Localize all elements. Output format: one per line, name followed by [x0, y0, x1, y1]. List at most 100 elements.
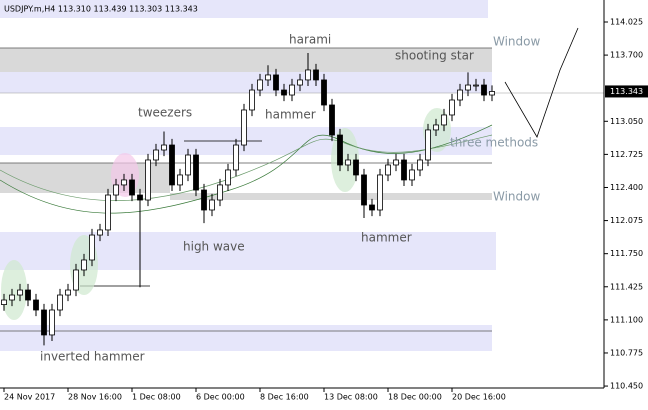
- zone: [0, 163, 170, 193]
- candle-body: [257, 79, 263, 91]
- candle-body: [153, 149, 159, 161]
- candle-body: [321, 79, 327, 106]
- candle-body: [233, 144, 239, 171]
- candle-body: [41, 309, 47, 336]
- projection: [504, 27, 579, 138]
- candle-body: [121, 179, 127, 186]
- y-tick-label: 111.100: [610, 315, 643, 324]
- annotation: tweezers: [138, 106, 192, 120]
- candle-body: [49, 309, 55, 336]
- y-tick-label: 111.750: [610, 249, 643, 258]
- candle-body: [481, 84, 487, 96]
- candle-body: [417, 159, 423, 171]
- zone: [0, 325, 492, 351]
- annotation: hammer: [265, 108, 316, 122]
- candle-body: [89, 234, 95, 261]
- candle-body: [137, 194, 143, 201]
- zone: [170, 193, 492, 200]
- candle-body: [337, 134, 343, 166]
- candle-body: [33, 299, 39, 311]
- annotation: hammer: [361, 231, 412, 245]
- candle-body: [9, 294, 15, 301]
- candle-body: [297, 79, 303, 86]
- candle-body: [81, 259, 87, 271]
- annotation: high wave: [183, 240, 245, 254]
- candle-body: [305, 69, 311, 81]
- x-tick-label: 18 Dec 00:00: [388, 393, 442, 402]
- candle-body: [377, 174, 383, 211]
- annotation: three methods: [450, 136, 538, 150]
- y-tick-label: 110.450: [610, 382, 643, 391]
- candle-body: [129, 179, 135, 196]
- y-tick-label: 112.075: [610, 216, 643, 225]
- candle-body: [457, 89, 463, 101]
- zone: [0, 48, 492, 72]
- candle-body: [441, 114, 447, 126]
- annotation: Window: [493, 35, 541, 49]
- candle-body: [73, 269, 79, 291]
- y-tick-label: 111.425: [610, 282, 643, 291]
- price-label-box: [605, 85, 648, 98]
- candle-body: [329, 104, 335, 136]
- candle-body: [249, 89, 255, 111]
- candle-body: [17, 289, 23, 296]
- price-label: 113.343: [610, 87, 643, 96]
- candle-body: [353, 159, 359, 176]
- candle-body: [473, 84, 479, 87]
- candle-body: [433, 124, 439, 131]
- candle-body: [225, 169, 231, 186]
- candle-body: [25, 289, 31, 301]
- y-tick-label: 112.725: [610, 150, 643, 159]
- candle-body: [401, 159, 407, 181]
- candle-body: [1, 299, 7, 305]
- annotation: shooting star: [395, 49, 474, 63]
- candle-body: [65, 289, 71, 296]
- x-tick-label: 1 Dec 08:00: [132, 393, 181, 402]
- y-tick-label: 113.700: [610, 51, 643, 60]
- candle-body: [145, 159, 151, 201]
- candle-body: [281, 89, 287, 96]
- candle-body: [425, 129, 431, 161]
- candle-body: [161, 144, 167, 151]
- candle-body: [393, 159, 399, 166]
- chart-title: USDJPY.m,H4 113.310 113.439 113.303 113.…: [4, 5, 198, 14]
- highlight: [1, 260, 27, 320]
- x-tick-label: 28 Nov 16:00: [68, 393, 122, 402]
- candle-body: [449, 99, 455, 116]
- candle-body: [465, 84, 471, 91]
- zone: [0, 72, 492, 93]
- annotation: Window: [493, 190, 541, 204]
- candle-body: [217, 184, 223, 201]
- candle-body: [361, 174, 367, 206]
- x-tick-label: 6 Dec 00:00: [196, 393, 245, 402]
- x-tick-label: 8 Dec 16:00: [260, 393, 309, 402]
- candle-body: [273, 74, 279, 91]
- zone: [0, 0, 488, 18]
- candle-body: [113, 184, 119, 196]
- candle-body: [185, 154, 191, 176]
- moving-average: [0, 134, 493, 201]
- candle-body: [209, 199, 215, 211]
- candle-body: [105, 194, 111, 231]
- candle-body: [489, 91, 495, 96]
- candle-body: [265, 74, 271, 81]
- candle-body: [289, 84, 295, 96]
- x-tick-label: 24 Nov 2017: [4, 393, 55, 402]
- moving-average: [0, 124, 493, 214]
- annotation: inverted hammer: [40, 350, 145, 364]
- candle-body: [241, 109, 247, 146]
- candle-body: [193, 154, 199, 191]
- candle-body: [177, 174, 183, 186]
- candle-body: [369, 204, 375, 211]
- x-tick-label: 13 Dec 08:00: [324, 393, 378, 402]
- y-tick-label: 114.025: [610, 17, 643, 26]
- annotation: harami: [289, 33, 331, 47]
- candle-body: [201, 189, 207, 211]
- candle-body: [313, 69, 319, 81]
- y-tick-label: 112.400: [610, 183, 643, 192]
- candle-body: [385, 164, 391, 176]
- x-tick-label: 20 Dec 16:00: [452, 393, 506, 402]
- candle-body: [345, 159, 351, 166]
- y-tick-label: 113.050: [610, 117, 643, 126]
